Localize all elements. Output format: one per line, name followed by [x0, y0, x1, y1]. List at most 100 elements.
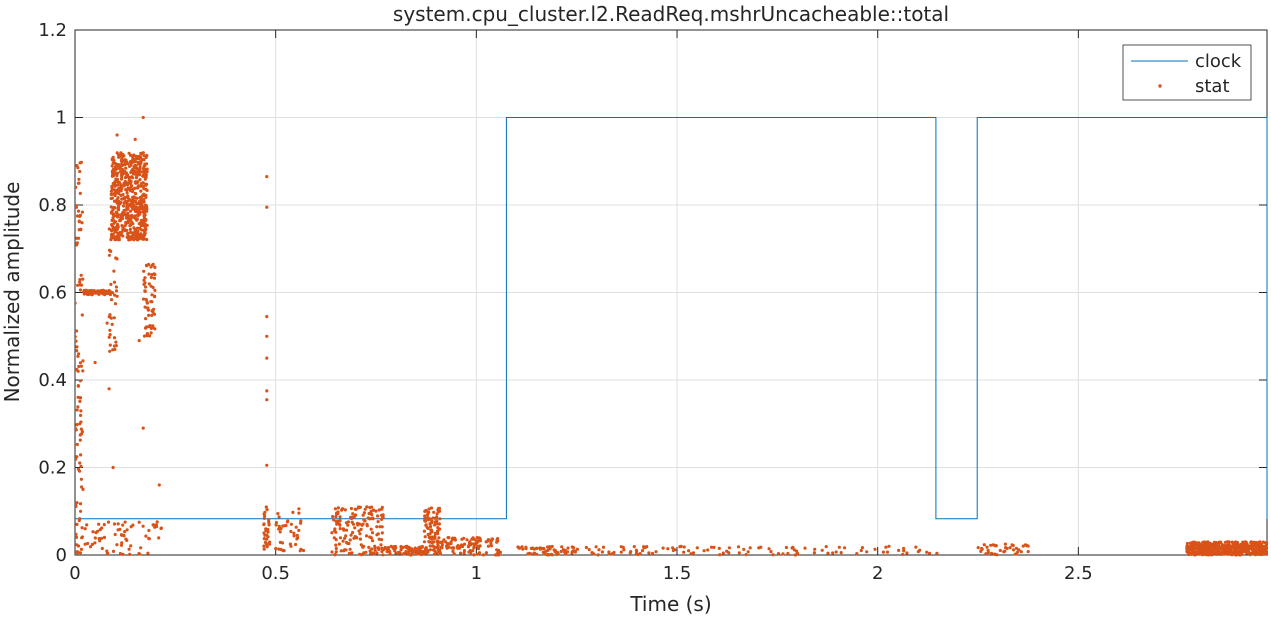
stat-point	[144, 317, 148, 321]
stat-point	[262, 544, 266, 548]
stat-point	[111, 169, 115, 173]
stat-point	[459, 545, 463, 549]
stat-point	[77, 518, 81, 523]
stat-point	[1220, 542, 1224, 546]
stat-point	[124, 171, 128, 175]
x-tick-label: 2.5	[1064, 563, 1093, 584]
stat-point	[980, 547, 984, 551]
stat-point	[86, 541, 90, 546]
stat-point	[1258, 543, 1263, 548]
stat-point	[691, 551, 696, 555]
stat-point	[139, 224, 143, 228]
stat-point	[435, 551, 439, 555]
stat-point	[423, 547, 427, 551]
stat-point	[78, 288, 83, 292]
stat-point	[109, 236, 113, 241]
stat-point	[130, 220, 134, 224]
stat-point	[107, 253, 111, 257]
stat-point	[927, 551, 932, 555]
stat-point	[143, 305, 147, 309]
stat-point	[432, 510, 436, 514]
stat-point	[427, 507, 431, 511]
stat-point	[334, 538, 338, 542]
y-tick-label: 1	[56, 108, 67, 129]
stat-point	[333, 552, 337, 557]
stat-point	[145, 237, 149, 242]
stat-point	[393, 546, 397, 550]
stat-point	[433, 536, 437, 541]
stat-point	[423, 535, 427, 539]
stat-point	[1265, 541, 1268, 545]
stat-point	[274, 547, 278, 551]
stat-point	[75, 532, 78, 536]
stat-point	[75, 423, 79, 427]
stat-point	[748, 546, 752, 550]
stat-point	[435, 519, 439, 523]
stat-point	[144, 285, 148, 289]
stat-point	[560, 545, 564, 549]
stat-point	[108, 349, 112, 353]
stat-point	[424, 508, 428, 513]
stat-point	[375, 551, 379, 555]
stat-point	[112, 205, 116, 210]
stat-point	[638, 552, 642, 556]
stat-point	[430, 519, 434, 523]
stat-point	[348, 547, 352, 551]
stat-point	[481, 553, 485, 557]
stat-point	[812, 551, 817, 555]
stat-point	[342, 528, 346, 532]
stat-point	[352, 515, 356, 519]
stat-point	[368, 506, 372, 510]
stat-point	[264, 505, 268, 509]
stat-point	[143, 174, 147, 178]
stat-point	[129, 159, 133, 164]
stat-point	[385, 550, 389, 554]
stat-point	[1216, 542, 1220, 546]
stat-point	[297, 511, 301, 515]
stat-point	[125, 228, 129, 232]
stat-point	[105, 549, 109, 553]
stat-point	[902, 546, 906, 551]
stat-point	[77, 177, 81, 181]
stat-point	[350, 551, 354, 555]
stat-point	[475, 540, 479, 545]
stat-point	[351, 530, 355, 535]
stat-point	[425, 525, 429, 529]
stat-point	[678, 545, 682, 549]
stat-point	[417, 548, 421, 552]
stat-point	[111, 465, 115, 470]
stat-point	[132, 154, 136, 158]
stat-point	[115, 294, 119, 298]
stat-point	[136, 160, 140, 165]
stat-point	[111, 549, 116, 554]
stat-point	[84, 288, 88, 292]
stat-point	[277, 547, 281, 551]
stat-point	[277, 527, 281, 531]
stat-point	[1242, 547, 1246, 552]
stat-point	[157, 536, 161, 540]
stat-point	[826, 551, 830, 555]
stat-point	[76, 209, 81, 213]
stat-point	[332, 518, 336, 522]
stat-point	[399, 546, 404, 550]
stat-point	[265, 389, 269, 393]
stat-point	[75, 408, 79, 412]
axis-ticks: 0 0.5 1 1.5 2 2.5 0 0.2 0.4 0.6 0.8 1 1.2	[38, 20, 1267, 584]
stat-point	[884, 545, 888, 549]
stat-point	[339, 549, 343, 553]
stat-point	[105, 552, 109, 556]
stat-point	[79, 413, 83, 417]
stat-point	[902, 549, 906, 553]
stat-point	[125, 528, 129, 532]
y-tick-label: 0.6	[38, 283, 67, 304]
stat-point	[1224, 552, 1228, 556]
stat-point	[110, 298, 114, 302]
stat-point	[77, 181, 81, 185]
stat-point	[138, 173, 142, 177]
stat-point	[532, 551, 536, 555]
stat-point	[82, 292, 86, 296]
stat-point	[438, 552, 443, 556]
stat-point	[123, 179, 127, 184]
stat-point	[380, 505, 384, 509]
stat-point	[1026, 550, 1030, 554]
